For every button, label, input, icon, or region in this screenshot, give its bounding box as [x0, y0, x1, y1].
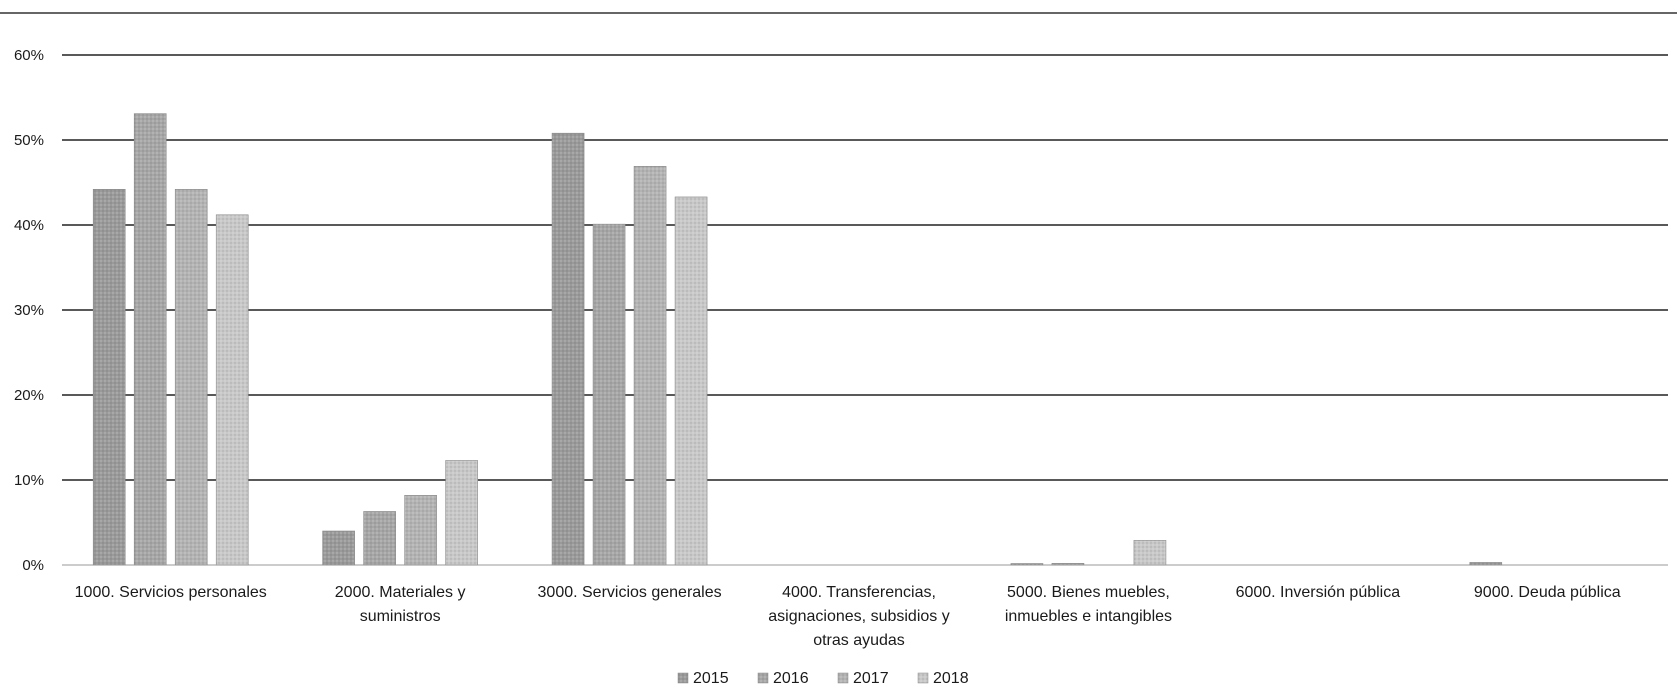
y-tick-label: 50% — [14, 132, 44, 149]
legend-label: 2018 — [933, 670, 969, 687]
legend-swatch — [757, 672, 769, 684]
legend: 2015 2016 2017 2018 — [677, 670, 969, 687]
bar-2015 — [551, 132, 585, 566]
grid-lines — [62, 54, 1668, 566]
y-tick-label: 20% — [14, 387, 44, 404]
bar-2015 — [1469, 562, 1503, 566]
bar-2017 — [404, 494, 437, 566]
y-tick-label: 40% — [14, 217, 44, 234]
category-label: 3000. Servicios generales — [538, 584, 722, 601]
bar-2017 — [174, 189, 208, 566]
category-label: 4000. Transferencias, asignaciones, subsi… — [768, 584, 949, 649]
legend-swatch — [837, 672, 849, 684]
category-label: 9000. Deuda pública — [1474, 584, 1621, 601]
bar-2016 — [1051, 562, 1085, 566]
bar-2016 — [592, 223, 626, 566]
y-tick-label: 60% — [14, 47, 44, 64]
bar-2018 — [215, 214, 249, 566]
legend-label: 2017 — [853, 670, 889, 687]
legend-swatch — [677, 672, 689, 684]
bar-2015 — [1010, 563, 1044, 566]
legend-label: 2016 — [773, 670, 809, 687]
category-label: 5000. Bienes muebles, inmuebles e intangi… — [1005, 584, 1172, 625]
category-label: 6000. Inversión pública — [1236, 584, 1401, 601]
bar-2018 — [445, 460, 478, 566]
y-tick-label: 0% — [22, 557, 44, 574]
bar-2017 — [633, 166, 667, 566]
bar-2018 — [1133, 540, 1167, 566]
legend-swatch — [917, 672, 929, 684]
y-tick-label: 10% — [14, 472, 44, 489]
bars — [92, 113, 1503, 566]
y-axis-tick-labels: 0% 10% 20% 30% 40% 50% 60% — [14, 47, 44, 574]
bar-2016 — [363, 511, 396, 566]
bar-2016 — [133, 113, 167, 566]
y-tick-label: 30% — [14, 302, 44, 319]
bar-2015 — [322, 530, 355, 566]
bar-2018 — [674, 196, 708, 566]
category-label: 2000. Materiales y suministros — [335, 584, 466, 625]
bar-2015 — [92, 189, 126, 566]
x-axis-category-labels: 1000. Servicios personales 2000. Material… — [75, 584, 1621, 649]
legend-label: 2015 — [693, 670, 729, 687]
category-label: 1000. Servicios personales — [75, 584, 267, 601]
